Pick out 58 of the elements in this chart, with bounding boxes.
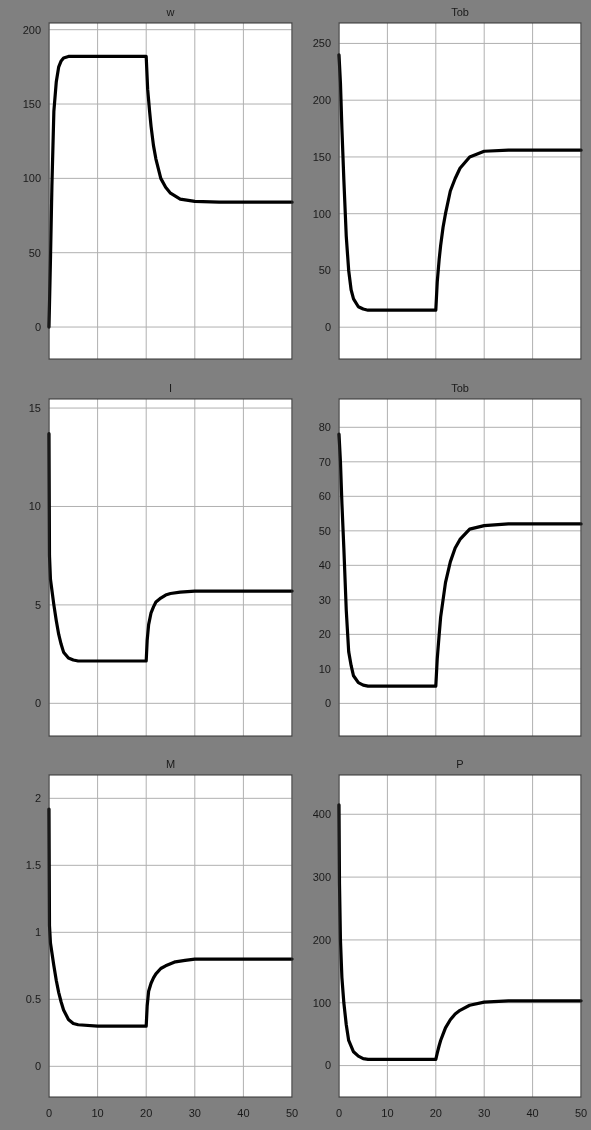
x-tick-label: 0 — [45, 1107, 53, 1119]
chart-title: Tob — [451, 382, 469, 394]
x-tick-label: 30 — [478, 1107, 491, 1119]
y-tick-label: 10 — [318, 662, 331, 675]
x-tick-label: 0 — [335, 1107, 343, 1119]
y-tick-label: 200 — [22, 23, 41, 36]
y-tick-label: 50 — [318, 524, 331, 537]
y-tick-label: 300 — [312, 870, 331, 883]
x-tick-label: 20 — [140, 1107, 153, 1119]
y-tick-label: 70 — [318, 455, 331, 468]
y-tick-label: 400 — [312, 808, 331, 821]
line-series — [47, 432, 294, 663]
y-tick-label: 1.5 — [25, 859, 41, 872]
y-tick-label: 1 — [34, 926, 41, 939]
line-series — [47, 54, 294, 329]
y-tick-label: 50 — [318, 264, 331, 277]
y-tick-label: 5 — [34, 598, 41, 611]
y-tick-label: 150 — [312, 150, 331, 163]
y-tick-label: 20 — [318, 628, 331, 641]
x-tick-label: 10 — [91, 1107, 104, 1119]
line-series — [337, 432, 583, 688]
y-tick-label: 0 — [34, 1060, 41, 1073]
y-tick-label: 100 — [312, 996, 331, 1009]
line-series — [47, 807, 294, 1028]
y-tick-label: 40 — [318, 559, 331, 572]
y-tick-label: 2 — [34, 792, 41, 805]
x-tick-label: 50 — [574, 1107, 588, 1119]
y-tick-label: 0.5 — [25, 993, 41, 1006]
y-tick-label: 0 — [324, 697, 331, 710]
y-tick-label: 0 — [324, 1059, 331, 1072]
chart-title: M — [165, 758, 176, 770]
y-tick-label: 30 — [318, 593, 331, 606]
y-tick-label: 80 — [318, 421, 331, 434]
y-tick-label: 150 — [22, 97, 41, 110]
x-tick-label: 50 — [285, 1107, 299, 1119]
y-tick-label: 60 — [318, 490, 331, 503]
chart-title: Tob — [451, 6, 469, 18]
chart-title: I — [168, 382, 173, 394]
x-tick-label: 30 — [188, 1107, 201, 1119]
x-tick-label: 40 — [237, 1107, 250, 1119]
y-tick-label: 200 — [312, 933, 331, 946]
x-tick-label: 20 — [429, 1107, 442, 1119]
chart-title: w — [165, 6, 175, 18]
y-tick-label: 250 — [312, 37, 331, 50]
x-tick-label: 10 — [381, 1107, 394, 1119]
y-tick-label: 50 — [28, 246, 41, 259]
y-tick-label: 0 — [324, 321, 331, 334]
y-tick-label: 100 — [312, 207, 331, 220]
y-tick-label: 10 — [28, 500, 41, 513]
y-tick-label: 15 — [28, 401, 41, 414]
y-tick-label: 0 — [34, 320, 41, 333]
chart-title: P — [456, 758, 464, 770]
y-tick-label: 0 — [34, 697, 41, 710]
line-series — [337, 803, 583, 1061]
y-tick-label: 200 — [312, 94, 331, 107]
y-tick-label: 100 — [22, 172, 41, 185]
x-tick-label: 40 — [526, 1107, 539, 1119]
line-series — [337, 53, 583, 312]
